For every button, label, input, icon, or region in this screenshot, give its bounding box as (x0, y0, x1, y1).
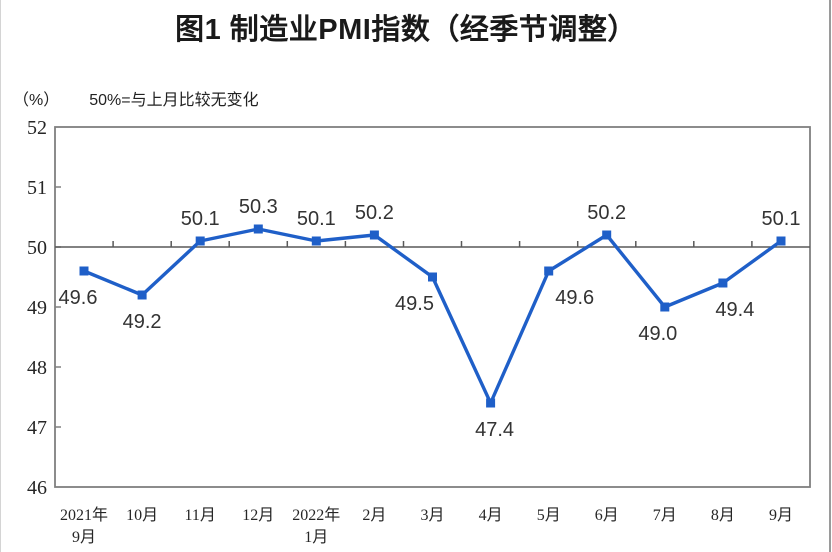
x-axis-category-label: 2月 (362, 507, 386, 524)
y-axis-unit-label: （%） (13, 92, 60, 109)
x-axis-category-label: 8月 (711, 507, 735, 524)
window-edge-left (0, 0, 1, 552)
data-point-marker (428, 272, 437, 282)
pmi-series-line (82, 227, 783, 405)
y-axis-tick-label: 47 (27, 417, 47, 439)
data-point-label: 50.1 (181, 208, 220, 230)
data-point-marker (311, 236, 321, 246)
data-point-marker (79, 266, 89, 276)
data-point-label: 50.1 (762, 208, 801, 230)
x-axis-category-label: 7月 (653, 507, 677, 524)
x-axis-category-label: 6月 (595, 507, 619, 524)
data-point-label: 47.4 (475, 419, 514, 441)
data-point-marker (486, 398, 496, 408)
data-point-label: 49.4 (715, 299, 754, 321)
reference-line-note: 50%=与上月比较无变化 (89, 92, 259, 109)
window-edge-right (829, 0, 831, 552)
data-point-marker (369, 230, 379, 240)
data-point-marker (602, 230, 612, 240)
data-point-marker (253, 224, 263, 234)
data-point-label: 50.2 (355, 202, 394, 224)
y-axis-tick-label: 51 (27, 177, 47, 199)
y-axis-tick-label: 48 (27, 357, 47, 379)
data-point-label: 49.6 (555, 287, 594, 309)
x-axis-category-label: 10月 (126, 507, 158, 524)
data-point-label: 50.3 (239, 196, 278, 218)
y-axis-tick-label: 50 (27, 237, 47, 259)
axis-annotation-row: （%） 50%=与上月比较无变化 (13, 86, 259, 110)
x-axis-category-label: 12月 (242, 507, 274, 524)
data-point-label: 49.6 (59, 287, 98, 309)
y-axis-tick-label: 52 (27, 117, 47, 139)
x-axis-category-label: 9月 (769, 507, 793, 524)
pmi-line-chart: 46 47 48 49 50 51 52 49.6 49.2 50.1 50.3 50.1 50.2 49… (27, 117, 811, 546)
x-axis-category-label: 2022年 1月 (292, 506, 340, 546)
data-point-marker (718, 278, 728, 288)
data-point-marker (544, 266, 554, 276)
y-axis-tick-label: 46 (27, 477, 47, 499)
data-point-label: 50.2 (587, 202, 626, 224)
x-axis-category-label: 4月 (479, 507, 503, 524)
data-point-label: 49.2 (123, 311, 162, 333)
x-axis-category-label: 5月 (537, 507, 561, 524)
x-axis-category-label: 3月 (420, 507, 444, 524)
data-point-marker (137, 290, 147, 300)
data-point-marker (660, 302, 670, 312)
data-point-label: 50.1 (297, 208, 336, 230)
y-axis-tick-label: 49 (27, 297, 47, 319)
x-axis-category-label: 2021年 9月 (60, 506, 108, 546)
chart-title: 图1 制造业PMI指数（经季节调整） (175, 14, 637, 46)
data-point-marker (195, 236, 205, 246)
data-point-marker (776, 236, 786, 246)
data-point-label: 49.0 (638, 323, 677, 345)
data-point-label: 49.5 (395, 293, 434, 315)
x-axis-category-label: 11月 (184, 507, 215, 524)
